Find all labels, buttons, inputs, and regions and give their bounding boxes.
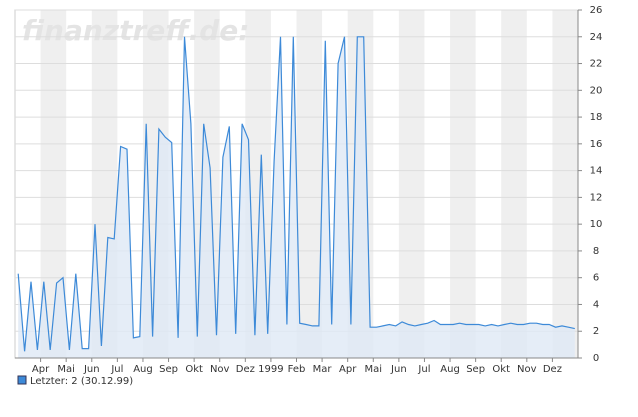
month-band <box>501 10 527 358</box>
x-tick-label: Jun <box>390 364 407 375</box>
y-tick-label: 26 <box>590 5 603 16</box>
x-tick-label: Aug <box>133 364 153 375</box>
legend-label: Letzter: 2 (30.12.99) <box>30 376 133 387</box>
y-tick-label: 18 <box>590 112 603 123</box>
x-tick-label: Okt <box>492 364 510 375</box>
watermark: finanztreff.de: <box>22 14 249 47</box>
x-tick-label: Jul <box>417 364 430 375</box>
x-tick-label: Dez <box>543 364 562 375</box>
x-tick-label: Sep <box>159 364 178 375</box>
month-band <box>398 10 425 358</box>
y-tick-label: 0 <box>593 353 599 364</box>
y-tick-label: 8 <box>593 246 599 257</box>
month-band <box>296 10 323 358</box>
y-tick-label: 12 <box>590 192 603 203</box>
y-tick-label: 4 <box>593 299 599 310</box>
x-tick-label: Jul <box>110 364 123 375</box>
x-tick-label: Okt <box>185 364 203 375</box>
x-tick-label: 1999 <box>258 364 283 375</box>
y-tick-label: 20 <box>590 85 603 96</box>
y-tick-label: 16 <box>590 139 603 150</box>
x-tick-label: Mar <box>313 364 333 375</box>
x-tick-label: Sep <box>466 364 485 375</box>
x-tick-label: Dez <box>236 364 255 375</box>
month-band <box>552 10 578 358</box>
x-tick-label: Aug <box>440 364 460 375</box>
y-tick-label: 14 <box>590 166 603 177</box>
x-tick-label: Mai <box>364 364 382 375</box>
x-tick-label: Jun <box>83 364 100 375</box>
x-tick-label: Feb <box>288 364 306 375</box>
y-tick-label: 2 <box>593 326 599 337</box>
y-tick-label: 10 <box>590 219 603 230</box>
y-tick-label: 6 <box>593 273 599 284</box>
y-tick-label: 24 <box>590 32 603 43</box>
y-tick-label: 22 <box>590 59 603 70</box>
x-tick-label: Apr <box>32 364 50 375</box>
x-tick-label: Nov <box>517 364 537 375</box>
x-tick-label: Mai <box>57 364 75 375</box>
line <box>17 36 575 352</box>
x-tick-label: Apr <box>339 364 357 375</box>
x-tick-label: Nov <box>210 364 230 375</box>
legend-swatch <box>17 375 27 385</box>
month-band <box>450 10 476 358</box>
